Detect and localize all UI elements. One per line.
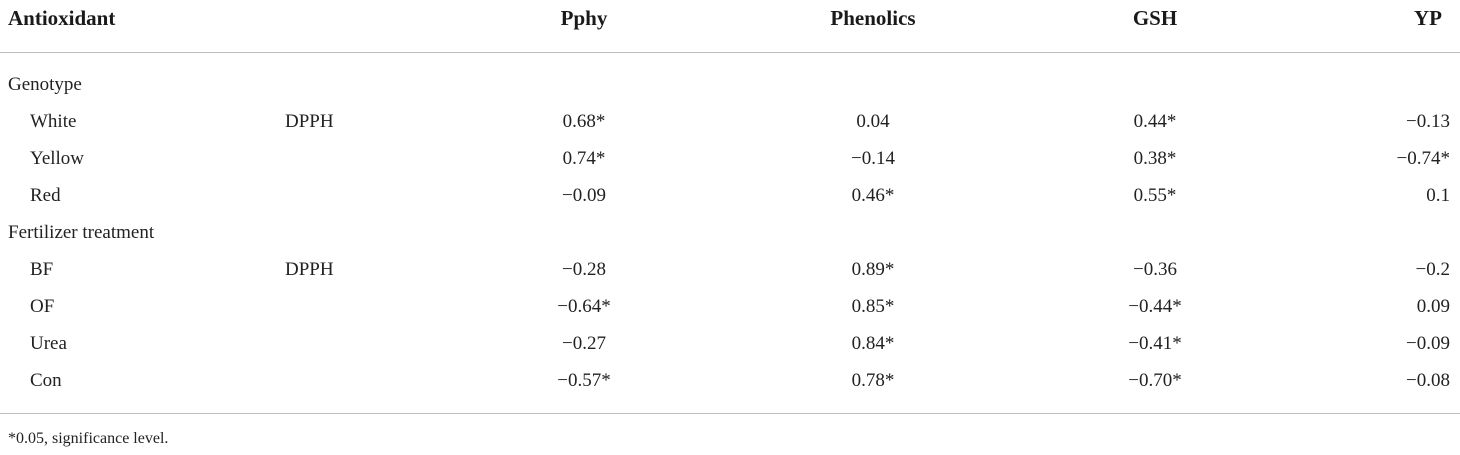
cell-value: −0.27 <box>562 333 606 354</box>
cell-value: −0.28 <box>562 259 606 280</box>
cell-value: 0.68* <box>562 111 606 132</box>
cell-value: −0.2 <box>1415 259 1450 280</box>
cell-value: 0.38* <box>1133 148 1177 169</box>
header-rule <box>0 52 1460 53</box>
footnote: *0.05, significance level. <box>8 430 169 447</box>
cell-value: −0.09 <box>1406 333 1450 354</box>
column-header: Pphy <box>560 6 608 30</box>
row-label: BF <box>30 259 54 280</box>
cell-value: 0.78* <box>851 370 895 391</box>
column-header: GSH <box>1132 6 1178 30</box>
cell-value: 0.44* <box>1133 111 1177 132</box>
cell-value: −0.70* <box>1128 370 1182 391</box>
assay-label: DPPH <box>285 259 334 280</box>
cell-value: 0.74* <box>562 148 606 169</box>
cell-value: −0.41* <box>1128 333 1182 354</box>
row-label: Con <box>30 370 62 391</box>
cell-value: −0.44* <box>1128 296 1182 317</box>
cell-value: 0.85* <box>851 296 895 317</box>
row-label: Urea <box>30 333 67 354</box>
row-label: Red <box>30 185 61 206</box>
cell-value: 0.84* <box>851 333 895 354</box>
row-label: OF <box>30 296 55 317</box>
assay-label: DPPH <box>285 111 334 132</box>
column-header: YP <box>1414 6 1442 30</box>
cell-value: 0.1 <box>1426 185 1450 206</box>
cell-value: −0.09 <box>562 185 606 206</box>
cell-value: −0.64* <box>557 296 611 317</box>
cell-value: −0.74* <box>1396 148 1450 169</box>
cell-value: −0.36 <box>1133 259 1177 280</box>
cell-value: −0.13 <box>1406 111 1450 132</box>
row-label: Yellow <box>30 148 85 169</box>
cell-value: 0.89* <box>851 259 895 280</box>
cell-value: 0.46* <box>851 185 895 206</box>
bottom-rule <box>0 413 1460 414</box>
cell-value: 0.09 <box>1416 296 1450 317</box>
group-label: Genotype <box>8 74 82 95</box>
cell-value: 0.55* <box>1133 185 1177 206</box>
cell-value: 0.04 <box>856 111 890 132</box>
group-label: Fertilizer treatment <box>8 222 155 243</box>
column-header: Phenolics <box>830 6 916 30</box>
cell-value: −0.14 <box>851 148 895 169</box>
column-header: Antioxidant <box>8 6 116 30</box>
row-label: White <box>30 111 77 132</box>
cell-value: −0.08 <box>1406 370 1450 391</box>
cell-value: −0.57* <box>557 370 611 391</box>
